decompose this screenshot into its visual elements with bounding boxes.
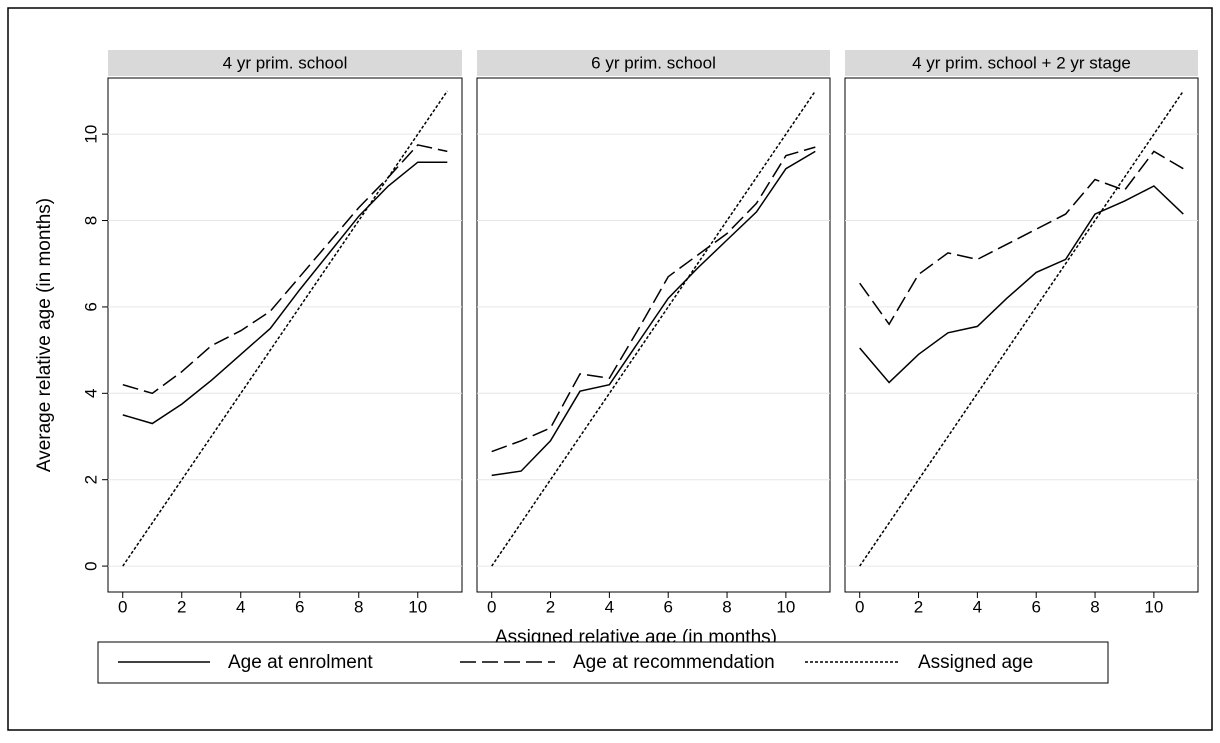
x-tick-label: 6 (663, 597, 672, 616)
x-tick-label: 10 (776, 597, 795, 616)
y-tick-label: 4 (81, 389, 100, 398)
series-line (122, 90, 448, 567)
x-tick-label: 0 (855, 597, 864, 616)
legend-label: Age at recommendation (573, 652, 775, 673)
legend-box (97, 641, 1109, 684)
x-tick-label: 6 (1031, 597, 1040, 616)
panel-title: 4 yr prim. school + 2 yr stage (912, 53, 1131, 72)
series-line (859, 90, 1184, 567)
y-tick-label: 10 (81, 125, 100, 144)
series-line (859, 185, 1184, 384)
y-tick-label: 0 (81, 561, 100, 570)
x-tick-label: 8 (1090, 597, 1099, 616)
panel-title: 4 yr prim. school (223, 53, 348, 72)
series-line (122, 161, 448, 425)
series-line (491, 150, 816, 477)
x-tick-label: 8 (354, 597, 363, 616)
x-tick-label: 0 (487, 597, 496, 616)
y-tick-label: 2 (81, 475, 100, 484)
x-tick-label: 4 (236, 597, 245, 616)
x-tick-label: 4 (973, 597, 982, 616)
y-tick-label: 8 (81, 216, 100, 225)
x-tick-label: 10 (1144, 597, 1163, 616)
panel-header (108, 50, 462, 76)
panel-title: 6 yr prim. school (591, 53, 716, 72)
panel-header (845, 50, 1198, 76)
y-tick-label: 6 (81, 302, 100, 311)
series-line (859, 150, 1184, 326)
x-tick-label: 4 (605, 597, 614, 616)
series-line (491, 90, 816, 567)
x-tick-label: 2 (177, 597, 186, 616)
x-tick-label: 8 (722, 597, 731, 616)
plot-area (107, 77, 463, 593)
plot-area (476, 77, 831, 593)
y-axis-title: Average relative age (in months) (34, 198, 55, 472)
legend-label: Assigned age (918, 652, 1033, 673)
x-tick-label: 0 (118, 597, 127, 616)
plot-area (844, 77, 1199, 593)
legend-label: Age at enrolment (228, 652, 373, 673)
x-tick-label: 2 (546, 597, 555, 616)
series-line (491, 146, 816, 453)
x-tick-label: 6 (295, 597, 304, 616)
series-line (122, 144, 448, 395)
x-tick-label: 10 (408, 597, 427, 616)
panel-header (477, 50, 830, 76)
x-tick-label: 2 (914, 597, 923, 616)
